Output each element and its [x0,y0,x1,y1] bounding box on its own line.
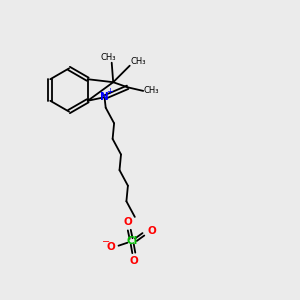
Text: N: N [100,92,109,102]
Text: Cl: Cl [126,236,138,247]
Text: O: O [106,242,115,252]
Text: O: O [129,256,138,266]
Text: CH₃: CH₃ [130,57,146,66]
Text: CH₃: CH₃ [144,86,159,95]
Text: O: O [147,226,156,236]
Text: O: O [123,217,132,227]
Text: CH₃: CH₃ [100,53,116,62]
Text: +: + [106,87,113,96]
Text: −: − [101,236,110,247]
